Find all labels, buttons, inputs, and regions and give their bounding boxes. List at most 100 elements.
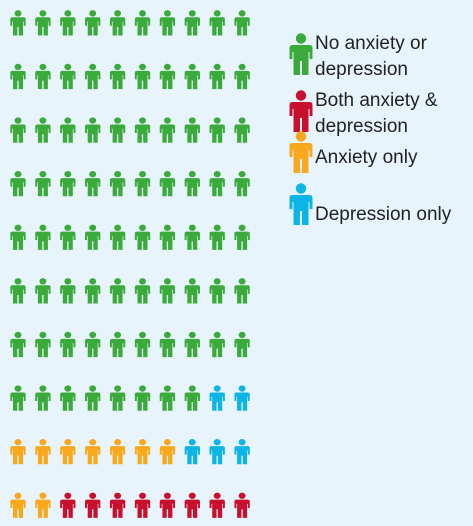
person-icon-both: [184, 492, 200, 518]
legend-label-none: No anxiety or depression: [315, 33, 427, 80]
person-icon-none: [85, 278, 101, 304]
person-icon-none: [109, 170, 126, 197]
person-icon-none: [234, 331, 250, 358]
person-icon-none: [35, 63, 51, 90]
person-icon-both: [60, 492, 76, 518]
legend-label-depression: Depression only: [315, 204, 452, 225]
person-icon-none: [184, 117, 200, 143]
person-icon-none: [134, 63, 151, 90]
person-icon-none: [85, 385, 101, 411]
person-icon-none: [234, 117, 250, 143]
person-icon-none: [159, 117, 176, 143]
person-icon: [289, 183, 313, 225]
person-icon-none: [209, 278, 225, 304]
person-icon-none: [184, 170, 200, 197]
person-icon-none: [85, 63, 101, 90]
person-icon-none: [234, 170, 250, 197]
legend-label-both: Both anxiety & depression: [315, 90, 438, 137]
person-icon-none: [60, 278, 76, 304]
person-icon-none: [159, 385, 176, 411]
person-icon-none: [10, 10, 26, 36]
person-icon-none: [184, 63, 200, 90]
legend-label-anxiety: Anxiety only: [315, 147, 418, 168]
person-icon-none: [109, 331, 126, 358]
person-icon-none: [85, 117, 101, 143]
person-icon-none: [184, 278, 200, 304]
person-icon-none: [234, 278, 250, 304]
person-icon-none: [159, 63, 176, 90]
person-icon-both: [109, 492, 126, 518]
person-icon-none: [134, 117, 151, 143]
person-icon-anxiety: [134, 438, 151, 465]
person-icon-none: [10, 117, 26, 143]
person-icon-none: [10, 170, 26, 197]
person-icon-none: [35, 224, 51, 250]
legend-item-depression: Depression only: [287, 183, 473, 259]
person-icon-both: [234, 492, 250, 518]
person-icon-none: [85, 331, 101, 358]
person-icon: [289, 90, 313, 132]
person-icon-depression: [234, 385, 250, 411]
person-icon: [289, 33, 313, 75]
person-icon-anxiety: [109, 438, 126, 465]
person-icon-none: [60, 10, 76, 36]
person-icon-depression: [209, 438, 225, 465]
person-icon-depression: [234, 438, 250, 465]
person-icon-both: [159, 492, 176, 518]
person-icon-none: [10, 331, 26, 358]
legend: No anxiety or depression Both anxiety & …: [287, 31, 473, 259]
person-icon-none: [60, 117, 76, 143]
person-icon-none: [134, 385, 151, 411]
legend-item-anxiety: Anxiety only: [287, 131, 473, 202]
person-icon-both: [134, 492, 151, 518]
person-icon-none: [159, 170, 176, 197]
person-icon-none: [85, 170, 101, 197]
person-icon-anxiety: [60, 438, 76, 465]
person-icon-none: [134, 170, 151, 197]
person-icon-none: [134, 331, 151, 358]
person-icon-none: [234, 10, 250, 36]
person-icon-none: [134, 278, 151, 304]
person-icon-none: [209, 117, 225, 143]
person-icon-none: [209, 170, 225, 197]
person-icon-none: [35, 278, 51, 304]
person-icon-none: [60, 224, 76, 250]
person-icon-both: [85, 492, 101, 518]
person-icon-none: [159, 10, 176, 36]
person-icon-none: [234, 63, 250, 90]
person-icon-none: [35, 385, 51, 411]
person-icon-none: [109, 63, 126, 90]
person-icon-none: [10, 63, 26, 90]
person-icon-none: [35, 10, 51, 36]
person-icon-none: [10, 224, 26, 250]
person-icon-anxiety: [10, 438, 26, 465]
person-icon-none: [134, 10, 151, 36]
person-icon-depression: [209, 385, 225, 411]
person-icon-none: [60, 385, 76, 411]
person-icon-both: [209, 492, 225, 518]
person-icon-none: [109, 385, 126, 411]
person-icon-none: [184, 10, 200, 36]
person-icon-none: [159, 331, 176, 358]
person-icon-none: [209, 10, 225, 36]
person-icon-anxiety: [159, 438, 176, 465]
person-icon-anxiety: [35, 438, 51, 465]
person-icon-none: [184, 224, 200, 250]
person-icon-anxiety: [35, 492, 51, 518]
person-icon-none: [109, 10, 126, 36]
person-icon-none: [109, 224, 126, 250]
person-icon-none: [184, 331, 200, 358]
person-icon-none: [109, 117, 126, 143]
person-icon-none: [35, 331, 51, 358]
person-icon-none: [10, 278, 26, 304]
person-icon-anxiety: [85, 438, 101, 465]
person-icon-none: [234, 224, 250, 250]
person-icon: [289, 131, 313, 173]
person-icon-none: [209, 63, 225, 90]
person-icon-none: [109, 278, 126, 304]
person-icon-none: [209, 331, 225, 358]
person-icon-none: [85, 224, 101, 250]
legend-item-none: No anxiety or depression: [287, 31, 473, 88]
